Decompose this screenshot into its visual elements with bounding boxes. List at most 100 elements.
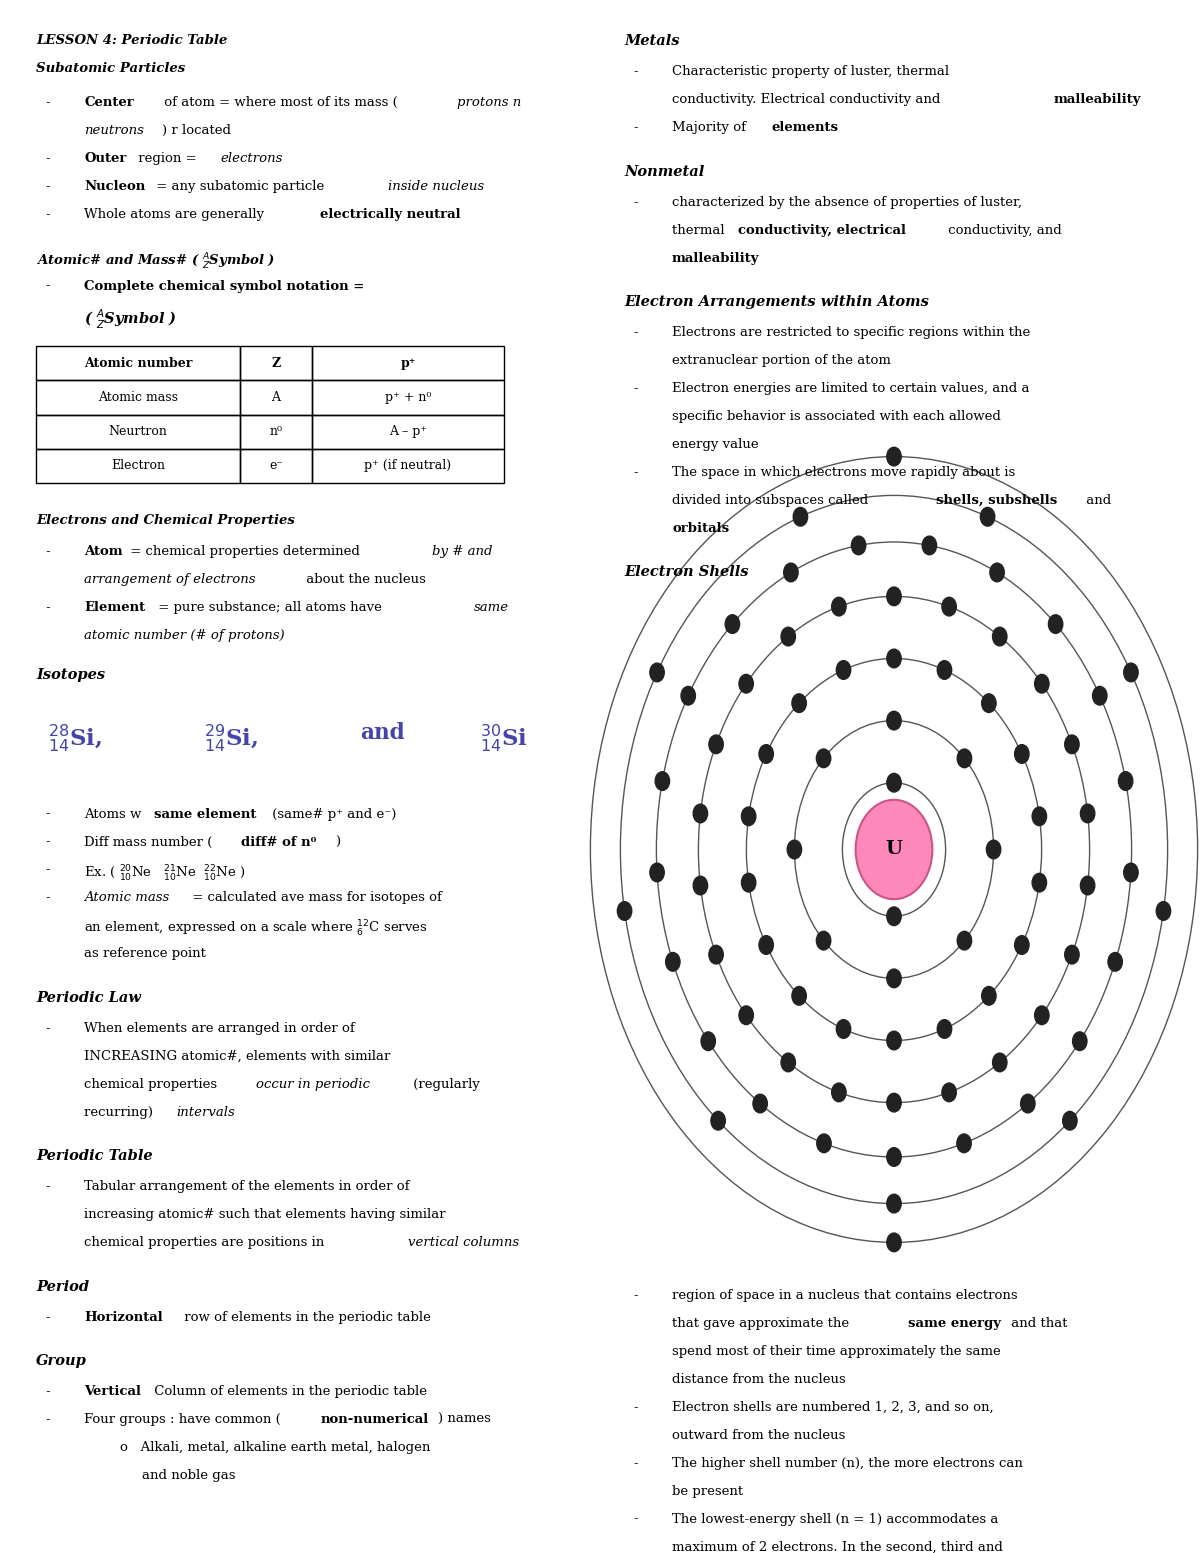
Text: Atomic mass: Atomic mass bbox=[84, 891, 169, 904]
Circle shape bbox=[836, 660, 851, 679]
Text: -: - bbox=[46, 208, 50, 221]
Circle shape bbox=[856, 800, 932, 899]
Text: Nucleon: Nucleon bbox=[84, 180, 145, 193]
Text: The lowest-energy shell (n = 1) accommodates a: The lowest-energy shell (n = 1) accommod… bbox=[672, 1513, 998, 1525]
Text: Electrons are restricted to specific regions within the: Electrons are restricted to specific reg… bbox=[672, 326, 1031, 339]
Text: Subatomic Particles: Subatomic Particles bbox=[36, 62, 185, 75]
Circle shape bbox=[1073, 1031, 1087, 1050]
Bar bbox=[312, 449, 504, 483]
Text: ) r located: ) r located bbox=[162, 124, 230, 137]
Circle shape bbox=[617, 902, 631, 921]
Circle shape bbox=[1064, 946, 1079, 964]
Circle shape bbox=[817, 1134, 832, 1152]
Text: ) names: ) names bbox=[438, 1413, 491, 1426]
Text: by # and: by # and bbox=[432, 545, 492, 558]
Text: -: - bbox=[46, 545, 50, 558]
Circle shape bbox=[836, 1020, 851, 1039]
Text: orbitals: orbitals bbox=[672, 522, 730, 534]
Text: -: - bbox=[634, 1401, 638, 1413]
Circle shape bbox=[787, 840, 802, 859]
Text: = any subatomic particle: = any subatomic particle bbox=[152, 180, 329, 193]
Bar bbox=[312, 415, 504, 449]
Text: Diff mass number (: Diff mass number ( bbox=[84, 836, 212, 848]
Text: ): ) bbox=[335, 836, 340, 848]
Text: When elements are arranged in order of: When elements are arranged in order of bbox=[84, 1022, 355, 1034]
Text: neutrons: neutrons bbox=[84, 124, 144, 137]
Text: and noble gas: and noble gas bbox=[142, 1469, 235, 1482]
Bar bbox=[312, 380, 504, 415]
Text: o   Alkali, metal, alkaline earth metal, halogen: o Alkali, metal, alkaline earth metal, h… bbox=[120, 1441, 431, 1454]
Text: region =: region = bbox=[134, 152, 202, 165]
Circle shape bbox=[1123, 863, 1138, 882]
Text: U: U bbox=[886, 840, 902, 859]
Text: be present: be present bbox=[672, 1485, 743, 1497]
Text: Characteristic property of luster, thermal: Characteristic property of luster, therm… bbox=[672, 65, 949, 78]
Bar bbox=[240, 415, 312, 449]
Circle shape bbox=[650, 663, 665, 682]
Text: Periodic Table: Periodic Table bbox=[36, 1149, 152, 1163]
Text: $^{28}_{14}$Si,: $^{28}_{14}$Si, bbox=[48, 722, 102, 753]
Circle shape bbox=[650, 863, 665, 882]
Circle shape bbox=[655, 772, 670, 790]
Text: -: - bbox=[634, 65, 638, 78]
Circle shape bbox=[792, 986, 806, 1005]
Circle shape bbox=[958, 932, 972, 950]
Text: energy value: energy value bbox=[672, 438, 758, 450]
Text: recurring): recurring) bbox=[84, 1106, 157, 1118]
Circle shape bbox=[1021, 1095, 1036, 1114]
Text: non-numerical: non-numerical bbox=[320, 1413, 428, 1426]
Text: divided into subspaces called: divided into subspaces called bbox=[672, 494, 872, 506]
Bar bbox=[36, 415, 240, 449]
Circle shape bbox=[710, 1112, 725, 1131]
Text: Complete chemical symbol notation =: Complete chemical symbol notation = bbox=[84, 280, 365, 292]
Text: atomic number (# of protons): atomic number (# of protons) bbox=[84, 629, 284, 641]
Text: -: - bbox=[46, 152, 50, 165]
Text: -: - bbox=[46, 1385, 50, 1398]
Circle shape bbox=[784, 564, 798, 582]
Circle shape bbox=[739, 1006, 754, 1025]
Circle shape bbox=[992, 627, 1007, 646]
Circle shape bbox=[742, 808, 756, 826]
Text: that gave approximate the: that gave approximate the bbox=[672, 1317, 853, 1329]
Circle shape bbox=[781, 627, 796, 646]
Circle shape bbox=[982, 986, 996, 1005]
Text: and: and bbox=[1082, 494, 1111, 506]
Text: Neurtron: Neurtron bbox=[108, 426, 168, 438]
Text: -: - bbox=[46, 1180, 50, 1193]
Text: -: - bbox=[46, 1413, 50, 1426]
Text: -: - bbox=[46, 891, 50, 904]
Circle shape bbox=[942, 598, 956, 617]
Bar bbox=[36, 380, 240, 415]
Text: LESSON 4: Periodic Table: LESSON 4: Periodic Table bbox=[36, 34, 227, 47]
Circle shape bbox=[694, 804, 708, 823]
Circle shape bbox=[851, 536, 865, 554]
Circle shape bbox=[1063, 1112, 1078, 1131]
Text: chemical properties are positions in: chemical properties are positions in bbox=[84, 1236, 329, 1249]
Circle shape bbox=[832, 1082, 846, 1101]
Circle shape bbox=[758, 936, 773, 955]
Text: conductivity. Electrical conductivity and: conductivity. Electrical conductivity an… bbox=[672, 93, 944, 106]
Text: Element: Element bbox=[84, 601, 145, 613]
Text: occur in periodic: occur in periodic bbox=[256, 1078, 370, 1090]
Text: Atom: Atom bbox=[84, 545, 122, 558]
Text: -: - bbox=[634, 326, 638, 339]
Circle shape bbox=[956, 1134, 971, 1152]
Circle shape bbox=[709, 735, 724, 753]
Text: p⁺ + n⁰: p⁺ + n⁰ bbox=[385, 391, 431, 404]
Text: The space in which electrons move rapidly about is: The space in which electrons move rapidl… bbox=[672, 466, 1015, 478]
Text: -: - bbox=[634, 382, 638, 394]
Text: same: same bbox=[474, 601, 509, 613]
Text: -: - bbox=[634, 466, 638, 478]
Circle shape bbox=[1080, 876, 1094, 895]
Circle shape bbox=[1108, 952, 1122, 971]
Text: spend most of their time approximately the same: spend most of their time approximately t… bbox=[672, 1345, 1001, 1357]
Text: intervals: intervals bbox=[176, 1106, 235, 1118]
Text: -: - bbox=[46, 808, 50, 820]
Circle shape bbox=[887, 1233, 901, 1252]
Text: -: - bbox=[634, 1513, 638, 1525]
Text: chemical properties: chemical properties bbox=[84, 1078, 221, 1090]
Text: and that: and that bbox=[1007, 1317, 1067, 1329]
Text: Period: Period bbox=[36, 1280, 89, 1294]
Text: characterized by the absence of properties of luster,: characterized by the absence of properti… bbox=[672, 196, 1022, 208]
Text: p⁺ (if neutral): p⁺ (if neutral) bbox=[365, 460, 451, 472]
